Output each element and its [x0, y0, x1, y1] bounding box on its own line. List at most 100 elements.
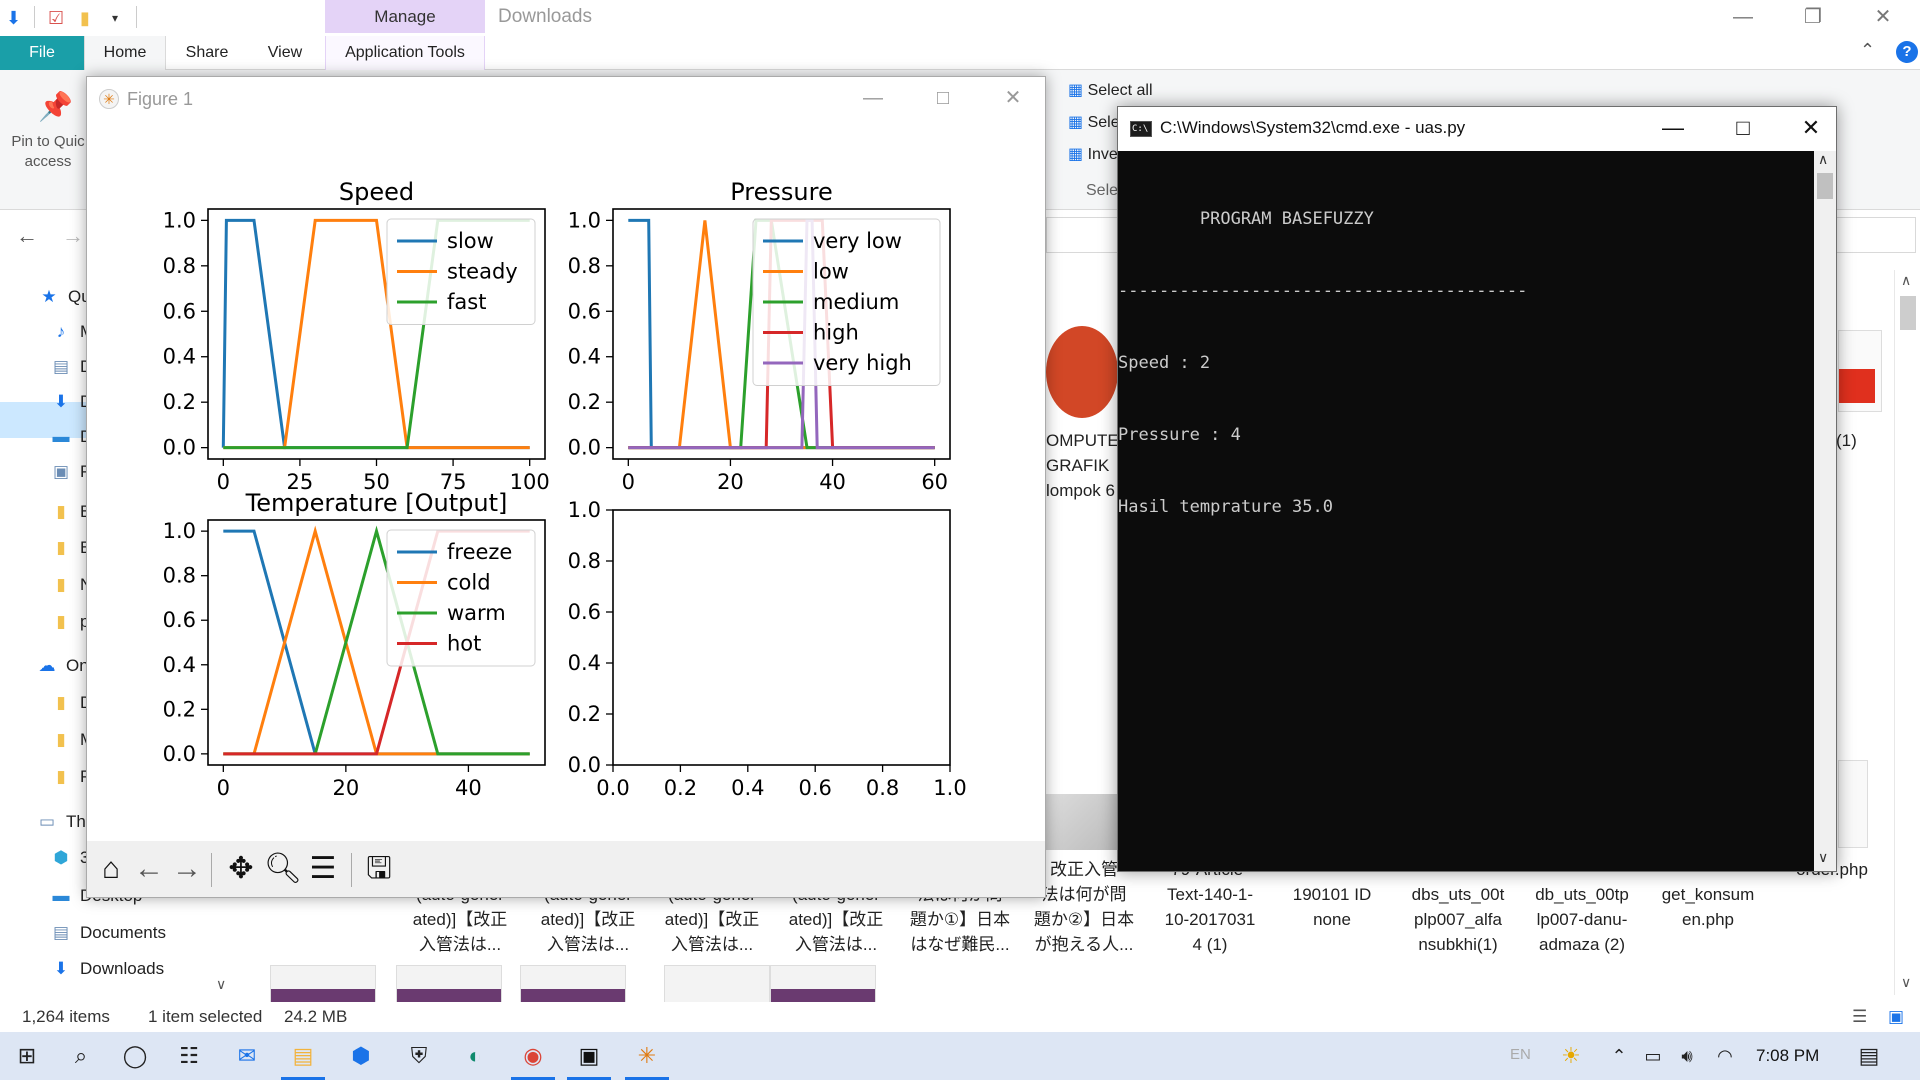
help-icon[interactable]: ?	[1896, 41, 1918, 63]
tab-view[interactable]: View	[267, 44, 303, 61]
nav-item[interactable]: ▭ Thi	[36, 808, 90, 836]
file-label[interactable]: db_uts_00tp lp007-danu-admaza (2)	[1522, 882, 1642, 957]
legend-box	[386, 529, 536, 667]
back-icon[interactable]: ←	[134, 852, 164, 885]
wifi-icon[interactable]: ◠	[1717, 1046, 1733, 1066]
file-thumbnail[interactable]	[520, 965, 626, 1005]
scroll-thumb[interactable]	[1900, 296, 1916, 330]
nav-item[interactable]: ▣P	[50, 458, 91, 486]
pin-quick-access-button[interactable]: Pin to Quic access	[8, 132, 88, 172]
figure-close-icon[interactable]: ✕	[1004, 87, 1022, 109]
cortana-icon[interactable]: ◯	[122, 1043, 148, 1068]
file-icon[interactable]	[1838, 760, 1868, 848]
close-icon[interactable]: ✕	[1874, 6, 1892, 28]
mail-icon[interactable]: ✉	[237, 1043, 257, 1068]
video-thumbnail[interactable]	[1046, 794, 1118, 850]
explorer-titlebar: ⬇ ☑ ▮ ▾ Manage Downloads — ❐ ✕	[0, 0, 1920, 36]
tab-home[interactable]: Home	[84, 36, 166, 70]
volume-icon[interactable]: 🔊︎	[1681, 1046, 1693, 1066]
nav-item[interactable]: ▮B	[50, 498, 91, 526]
cmd-scroll-down-icon[interactable]: ∨	[1818, 849, 1829, 865]
restore-icon[interactable]: ❐	[1804, 6, 1822, 28]
scroll-up-icon[interactable]: ∧	[1901, 272, 1912, 288]
python-figure-icon[interactable]: ✳	[637, 1043, 657, 1068]
file-label[interactable]: (1)	[1836, 428, 1876, 453]
edge-icon[interactable]: ◐	[468, 1043, 482, 1068]
nav-scroll-down-icon[interactable]: ∨	[216, 976, 227, 992]
cmd-close-icon[interactable]: ✕	[1801, 115, 1821, 140]
weather-icon[interactable]: ☀	[1561, 1043, 1581, 1068]
file-thumbnail[interactable]	[396, 965, 502, 1005]
details-view-icon[interactable]: ☰	[1852, 1007, 1868, 1026]
collapse-ribbon-icon[interactable]: ⌃	[1860, 40, 1876, 60]
cmd-scroll-up-icon[interactable]: ∧	[1818, 151, 1829, 167]
figure-maximize-icon[interactable]: □	[936, 87, 950, 109]
file-thumbnail[interactable]	[270, 965, 376, 1005]
nav-item[interactable]: ▤ Documents	[50, 919, 166, 947]
nav-item[interactable]: ▮ p	[50, 608, 89, 636]
windows-start-icon[interactable]: ⊞	[17, 1043, 37, 1068]
file-label[interactable]: 改正入管 法は何が問 題か②】日本 が抱える人...	[1024, 857, 1144, 957]
pdf-file-icon[interactable]	[1838, 330, 1882, 412]
search-icon[interactable]: ⌕	[74, 1043, 88, 1068]
new-folder-icon[interactable]: ▮	[80, 8, 90, 28]
back-arrow-icon[interactable]: ←	[16, 223, 38, 248]
file-thumbnail[interactable]	[664, 965, 770, 1005]
forward-arrow-icon[interactable]: →	[62, 223, 84, 248]
chevron-up-icon[interactable]: ⌃	[1611, 1046, 1627, 1066]
file-label[interactable]: dbs_uts_00t plp007_alfa nsubkhi(1)	[1398, 882, 1518, 957]
configure-icon[interactable]: ☰	[309, 852, 337, 885]
forward-icon[interactable]: →	[172, 852, 202, 885]
chrome-icon[interactable]: ◉	[523, 1043, 543, 1068]
nav-item[interactable]: ★ Qu	[38, 283, 90, 311]
download-arrow-icon[interactable]: ⬇	[6, 8, 22, 28]
clock[interactable]: 7:08 PM	[1756, 1046, 1820, 1065]
nav-item[interactable]: ☁ On	[36, 652, 89, 680]
save-icon[interactable]: 🖫︎	[366, 852, 392, 885]
app-icon[interactable]: ⬢	[351, 1043, 371, 1068]
cmd-output[interactable]: PROGRAM BASEFUZZY ----------------------…	[1118, 151, 1814, 871]
properties-icon[interactable]: ☑	[48, 8, 65, 28]
tab-file[interactable]: File	[0, 36, 84, 70]
select-all-button[interactable]: ▦ Select all	[1068, 80, 1153, 100]
notifications-icon[interactable]: ▤	[1858, 1043, 1880, 1068]
tab-share[interactable]: Share	[185, 44, 229, 61]
y-tick-label: 0.2	[568, 702, 601, 726]
selected-size: 24.2 MB	[284, 1007, 348, 1026]
terminal-icon[interactable]: ▣	[578, 1043, 600, 1068]
zoom-icon[interactable]: 🔍︎	[263, 852, 303, 885]
large-icons-view-icon[interactable]: ▣	[1888, 1007, 1905, 1026]
nav-item[interactable]: ▮B	[50, 534, 91, 562]
cmd-minimize-icon[interactable]: —	[1662, 115, 1684, 140]
minimize-icon[interactable]: —	[1733, 6, 1753, 28]
cmd-maximize-icon[interactable]: □	[1736, 115, 1750, 140]
tab-application-tools[interactable]: Application Tools	[325, 36, 485, 70]
nav-item[interactable]: ⬢ 3	[50, 844, 90, 872]
file-label[interactable]: 190101 ID none	[1272, 882, 1392, 932]
cmd-scrollbar[interactable]: ∧ ∨	[1814, 151, 1836, 871]
file-explorer-icon[interactable]: ▤	[292, 1043, 314, 1068]
file-label[interactable]: get_konsum en.php	[1648, 882, 1768, 932]
qat-dropdown-icon[interactable]: ▾	[112, 11, 119, 25]
scroll-down-icon[interactable]: ∨	[1901, 974, 1912, 990]
manage-tab[interactable]: Manage	[325, 0, 485, 33]
y-tick-label: 0.2	[163, 697, 196, 721]
battery-icon[interactable]: ▭	[1644, 1046, 1662, 1066]
nav-item[interactable]: ▮P	[50, 763, 91, 791]
nav-item[interactable]: ⬇ Downloads	[50, 955, 164, 983]
pan-icon[interactable]: ✥	[228, 852, 254, 885]
pin-icon[interactable]: 📌	[38, 91, 73, 122]
file-thumbnail[interactable]	[770, 965, 876, 1005]
content-scrollbar[interactable]: ∧ ∨	[1894, 270, 1920, 995]
figure-minimize-icon[interactable]: —	[863, 87, 883, 109]
cmd-scroll-thumb[interactable]	[1817, 173, 1833, 199]
x-tick-label: 60	[921, 470, 948, 494]
file-label[interactable]: OMPUTER GRAFIK lompok 6	[1046, 428, 1131, 503]
powerpoint-file-icon[interactable]	[1046, 326, 1118, 418]
download-icon: ⬇	[53, 392, 69, 411]
home-icon[interactable]: ⌂	[101, 852, 121, 885]
task-view-icon[interactable]: ☷	[179, 1043, 199, 1068]
security-icon[interactable]: ⛨	[410, 1043, 428, 1068]
language-indicator[interactable]: EN	[1510, 1046, 1531, 1063]
